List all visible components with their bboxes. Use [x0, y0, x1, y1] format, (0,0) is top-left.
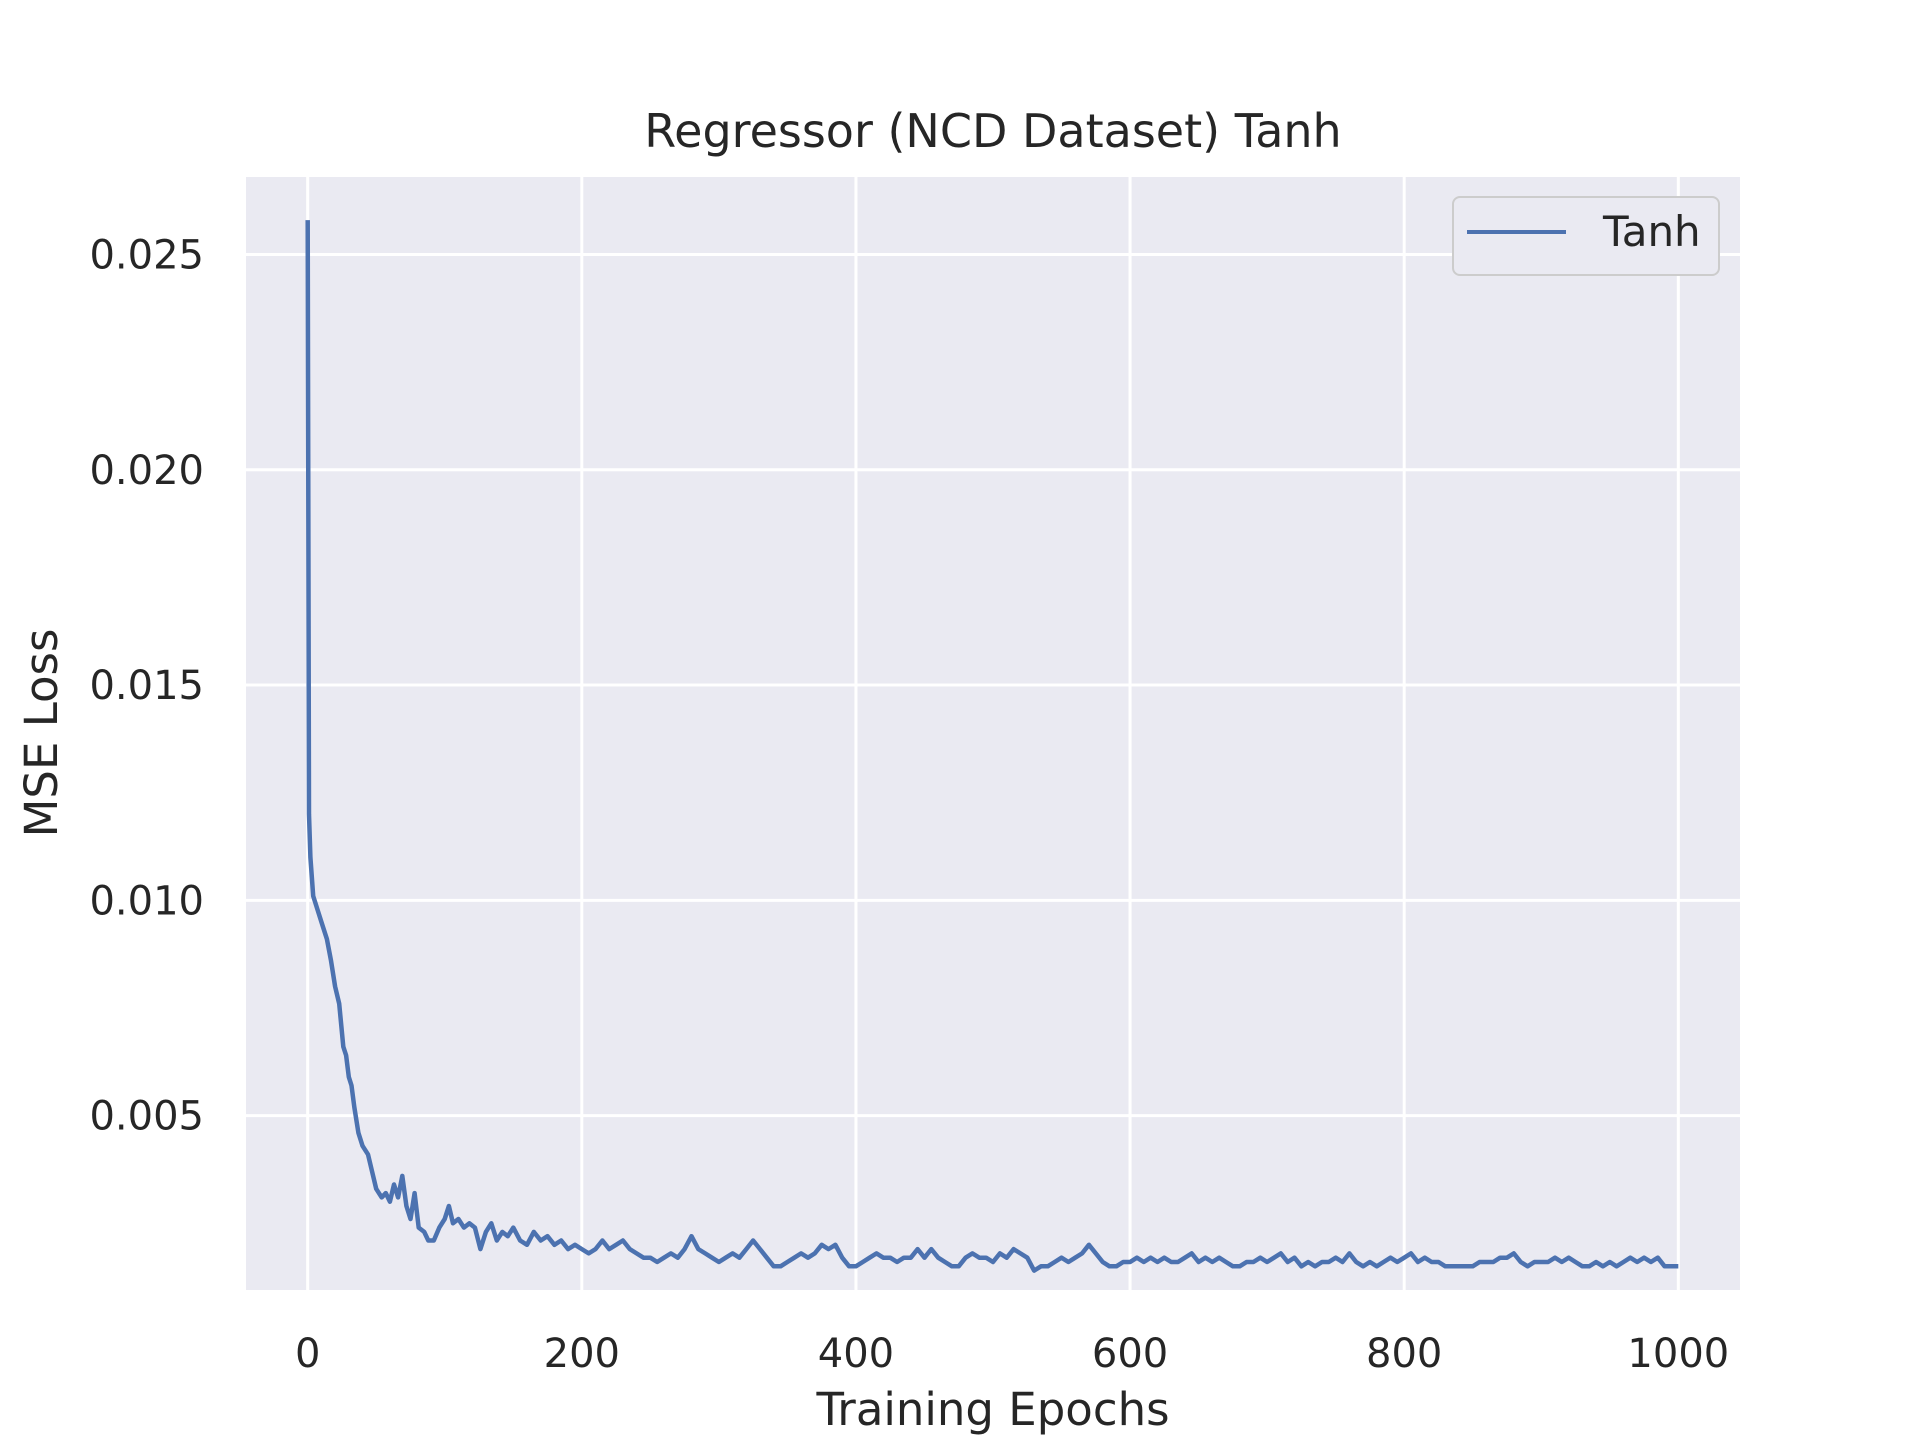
series-line-tanh [305, 220, 1679, 1273]
x-axis-label: Training Epochs [815, 1383, 1169, 1436]
y-tick-label: 0.015 [89, 663, 204, 709]
x-tick-label: 0 [295, 1331, 320, 1377]
y-tick-label: 0.025 [89, 233, 204, 279]
chart-title: Regressor (NCD Dataset) Tanh [644, 104, 1341, 158]
plot-area [246, 177, 1740, 1290]
y-tick-label: 0.010 [89, 878, 204, 924]
x-tick-label: 600 [1092, 1331, 1168, 1377]
legend-frame [1452, 196, 1720, 276]
y-tick-label: 0.020 [89, 448, 204, 494]
x-tick-label: 400 [818, 1331, 894, 1377]
x-tick-label: 1000 [1627, 1331, 1729, 1377]
y-axis-label: MSE Loss [15, 629, 68, 838]
series-lines [305, 220, 1679, 1273]
legend-label-tanh: Tanh [1602, 207, 1701, 256]
x-tick-label: 800 [1366, 1331, 1442, 1377]
legend: Tanh [1452, 196, 1720, 276]
tick-labels: 0 200 400 600 800 1000 0.005 0.010 0.015 0.020 0.0… [89, 233, 1729, 1377]
x-tick-label: 200 [544, 1331, 620, 1377]
y-tick-label: 0.005 [89, 1094, 204, 1140]
